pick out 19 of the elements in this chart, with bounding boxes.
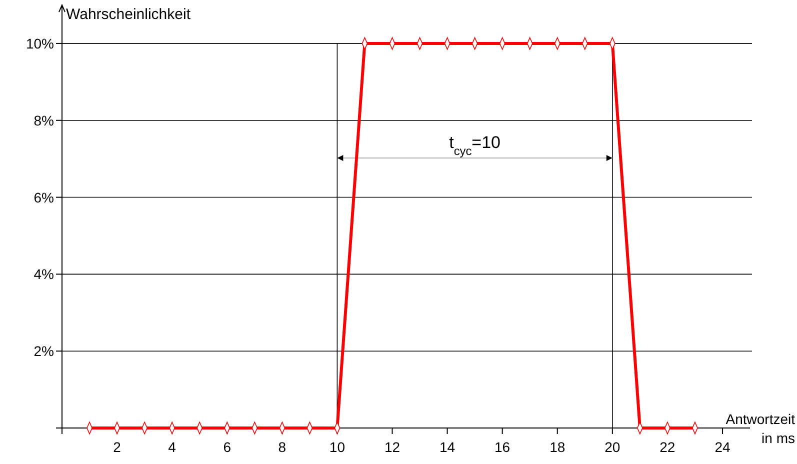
y-tick-label: 8%: [34, 112, 54, 128]
x-tick-label: 16: [494, 439, 510, 455]
x-tick-label: 24: [714, 439, 730, 455]
y-tick-label: 10%: [26, 35, 54, 52]
x-tick-label: 4: [168, 439, 176, 455]
x-tick-label: 8: [278, 439, 286, 455]
x-tick-label: 2: [113, 439, 122, 455]
x-tick-label: 18: [550, 439, 566, 455]
y-tick-label: 4%: [34, 266, 54, 282]
x-tick-label: 22: [660, 439, 676, 455]
x-tick-label: 12: [384, 439, 400, 455]
x-tick-label: 10: [329, 439, 346, 455]
x-tick-label: 6: [223, 439, 232, 455]
y-tick-label: 6%: [34, 189, 54, 206]
y-axis-title: Wahrscheinlichkeit: [66, 6, 192, 23]
x-tick-label: 20: [604, 439, 620, 455]
x-tick-label: 14: [439, 439, 456, 455]
y-tick-label: 2%: [34, 343, 54, 360]
annotation: t$_{cyc}$=10: [449, 133, 501, 158]
